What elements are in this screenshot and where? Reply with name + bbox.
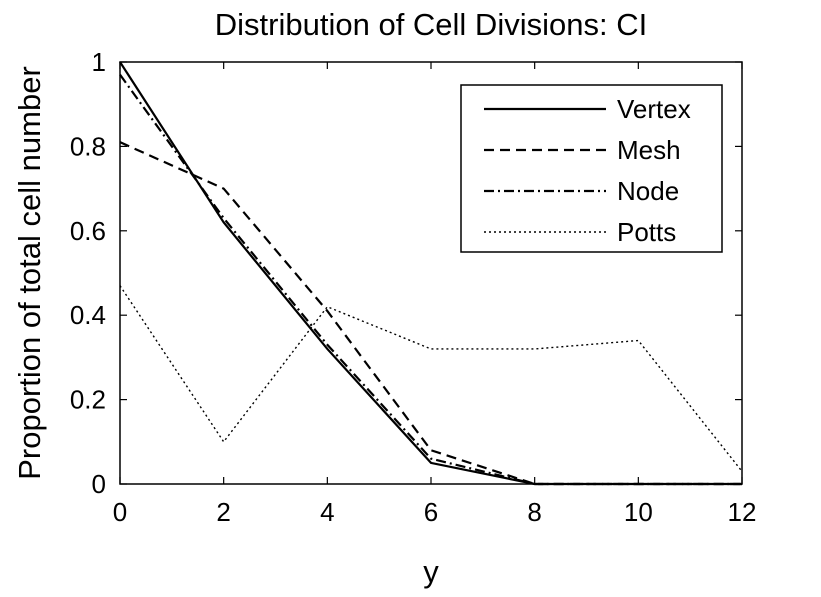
legend-label-vertex: Vertex — [617, 94, 691, 124]
x-tick-label: 10 — [624, 497, 653, 527]
y-tick-label: 0.8 — [70, 131, 106, 161]
x-tick-label: 0 — [113, 497, 127, 527]
y-tick-label: 0.6 — [70, 216, 106, 246]
legend-label-node: Node — [617, 176, 679, 206]
chart-title: Distribution of Cell Divisions: CI — [215, 7, 647, 42]
x-tick-label: 8 — [527, 497, 541, 527]
series-line-potts — [120, 286, 742, 472]
legend-label-potts: Potts — [617, 217, 676, 247]
x-tick-label: 6 — [424, 497, 438, 527]
y-tick-label: 0.4 — [70, 300, 106, 330]
y-tick-label: 0 — [92, 469, 106, 499]
x-axis-label: y — [423, 554, 439, 589]
x-tick-label: 4 — [320, 497, 334, 527]
x-tick-label: 12 — [728, 497, 757, 527]
y-tick-label: 1 — [92, 47, 106, 77]
y-tick-label: 0.2 — [70, 385, 106, 415]
legend-label-mesh: Mesh — [617, 135, 681, 165]
x-tick-label: 2 — [216, 497, 230, 527]
legend: Vertex Mesh Node Potts — [461, 85, 722, 252]
y-axis-label: Proportion of total cell number — [12, 66, 47, 480]
